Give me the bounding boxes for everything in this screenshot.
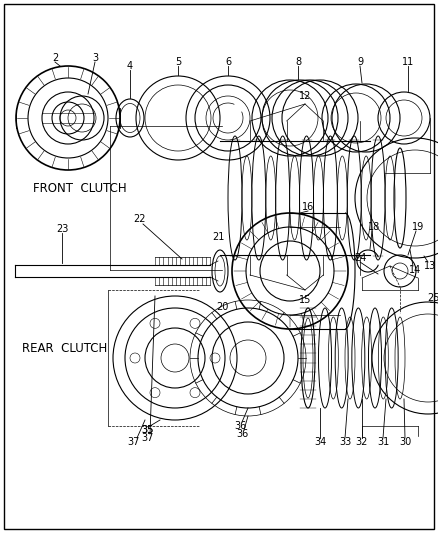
Text: 2: 2 — [52, 53, 58, 63]
Text: 21: 21 — [212, 232, 224, 242]
Text: 25: 25 — [428, 293, 438, 303]
Text: 6: 6 — [225, 57, 231, 67]
Text: 13: 13 — [424, 261, 436, 271]
Text: 18: 18 — [368, 222, 380, 232]
Text: 5: 5 — [175, 57, 181, 67]
Text: 11: 11 — [402, 57, 414, 67]
Text: 36: 36 — [236, 429, 248, 439]
Text: 16: 16 — [302, 202, 314, 212]
Text: 32: 32 — [356, 437, 368, 447]
Text: 23: 23 — [56, 224, 68, 234]
Text: FRONT  CLUTCH: FRONT CLUTCH — [33, 182, 127, 195]
Text: 14: 14 — [409, 265, 421, 275]
Text: 3: 3 — [92, 53, 98, 63]
Text: 30: 30 — [399, 437, 411, 447]
Text: 33: 33 — [339, 437, 351, 447]
Text: 24: 24 — [354, 253, 366, 263]
Text: 37: 37 — [142, 433, 154, 443]
Text: 36: 36 — [234, 421, 246, 431]
Text: 37: 37 — [128, 437, 140, 447]
Text: REAR  CLUTCH: REAR CLUTCH — [22, 342, 108, 354]
Text: 19: 19 — [412, 222, 424, 232]
Text: 20: 20 — [216, 302, 228, 312]
Text: 4: 4 — [127, 61, 133, 71]
Text: 22: 22 — [134, 214, 146, 224]
Text: 34: 34 — [314, 437, 326, 447]
Text: 15: 15 — [299, 295, 311, 305]
Text: 8: 8 — [295, 57, 301, 67]
Text: 35: 35 — [142, 425, 154, 435]
Text: 12: 12 — [299, 91, 311, 101]
Text: 35: 35 — [142, 425, 154, 435]
Text: 9: 9 — [357, 57, 363, 67]
Text: 31: 31 — [377, 437, 389, 447]
